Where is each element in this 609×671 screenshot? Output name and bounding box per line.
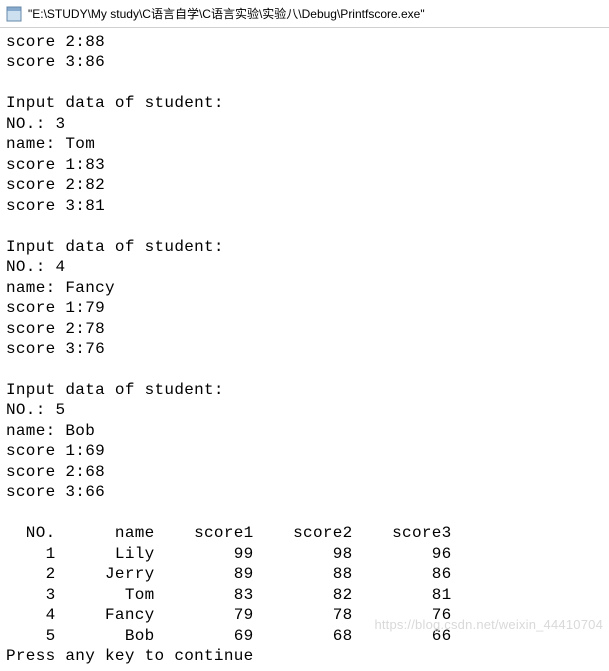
window-title: "E:\STUDY\My study\C语言自学\C语言实验\实验八\Debug… (28, 5, 425, 22)
window-titlebar: "E:\STUDY\My study\C语言自学\C语言实验\实验八\Debug… (0, 0, 609, 28)
app-icon (6, 6, 22, 22)
watermark-text: https://blog.csdn.net/weixin_44410704 (374, 617, 603, 632)
console-output: score 2:88 score 3:86 Input data of stud… (0, 28, 609, 671)
